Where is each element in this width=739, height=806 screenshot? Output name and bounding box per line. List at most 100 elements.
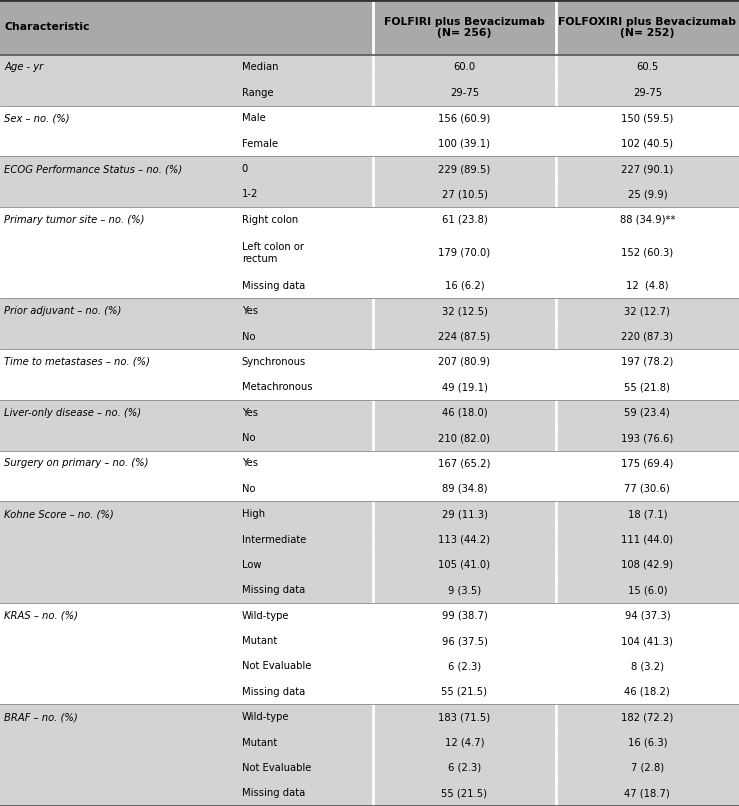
- Text: 105 (41.0): 105 (41.0): [438, 560, 491, 570]
- Text: Low: Low: [242, 560, 261, 570]
- Text: Kohne Score – no. (%): Kohne Score – no. (%): [4, 509, 115, 519]
- Text: 55 (21.8): 55 (21.8): [624, 382, 670, 393]
- Text: No: No: [242, 433, 255, 443]
- Text: 108 (42.9): 108 (42.9): [621, 560, 673, 570]
- Text: Missing data: Missing data: [242, 687, 305, 697]
- Text: Metachronous: Metachronous: [242, 382, 312, 393]
- Text: 210 (82.0): 210 (82.0): [438, 433, 491, 443]
- Text: 6 (2.3): 6 (2.3): [448, 763, 481, 773]
- Bar: [0, 704, 739, 730]
- Text: 113 (44.2): 113 (44.2): [438, 534, 491, 545]
- Text: Yes: Yes: [242, 459, 258, 468]
- Text: Time to metastases – no. (%): Time to metastases – no. (%): [4, 357, 151, 367]
- Text: Range: Range: [242, 88, 273, 98]
- Text: FOLFOXIRI plus Bevacizumab
(N= 252): FOLFOXIRI plus Bevacizumab (N= 252): [559, 17, 736, 38]
- Text: 224 (87.5): 224 (87.5): [438, 331, 491, 342]
- Text: 0: 0: [242, 164, 248, 174]
- Text: 220 (87.3): 220 (87.3): [621, 331, 673, 342]
- Text: 227 (90.1): 227 (90.1): [621, 164, 673, 174]
- Text: 55 (21.5): 55 (21.5): [441, 788, 488, 798]
- Text: 49 (19.1): 49 (19.1): [441, 382, 488, 393]
- Bar: [0, 181, 739, 207]
- Text: Male: Male: [242, 114, 265, 123]
- Text: 156 (60.9): 156 (60.9): [438, 114, 491, 123]
- Text: 16 (6.3): 16 (6.3): [627, 737, 667, 747]
- Text: 77 (30.6): 77 (30.6): [624, 484, 670, 494]
- Text: Mutant: Mutant: [242, 636, 277, 646]
- Text: 61 (23.8): 61 (23.8): [442, 214, 487, 225]
- Text: 207 (80.9): 207 (80.9): [438, 357, 491, 367]
- Text: Yes: Yes: [242, 408, 258, 418]
- Bar: [0, 131, 739, 156]
- Text: 7 (2.8): 7 (2.8): [631, 763, 664, 773]
- Text: 100 (39.1): 100 (39.1): [438, 139, 491, 148]
- Text: 12  (4.8): 12 (4.8): [626, 280, 669, 291]
- Text: 59 (23.4): 59 (23.4): [624, 408, 670, 418]
- Text: 89 (34.8): 89 (34.8): [442, 484, 487, 494]
- Bar: [0, 755, 739, 781]
- Text: FOLFIRI plus Bevacizumab
(N= 256): FOLFIRI plus Bevacizumab (N= 256): [384, 17, 545, 38]
- Bar: [0, 629, 739, 654]
- Text: 96 (37.5): 96 (37.5): [441, 636, 488, 646]
- Text: High: High: [242, 509, 265, 519]
- Bar: [0, 476, 739, 501]
- Text: 182 (72.2): 182 (72.2): [621, 713, 673, 722]
- Text: Synchronous: Synchronous: [242, 357, 306, 367]
- Bar: [0, 552, 739, 578]
- Text: 46 (18.2): 46 (18.2): [624, 687, 670, 697]
- Text: 32 (12.5): 32 (12.5): [441, 306, 488, 316]
- Bar: [0, 232, 739, 273]
- Bar: [0, 679, 739, 704]
- Bar: [0, 426, 739, 451]
- Text: Mutant: Mutant: [242, 737, 277, 747]
- Text: 29-75: 29-75: [450, 88, 479, 98]
- Text: Liver-only disease – no. (%): Liver-only disease – no. (%): [4, 408, 142, 418]
- Text: Median: Median: [242, 63, 278, 73]
- Text: Primary tumor site – no. (%): Primary tumor site – no. (%): [4, 214, 145, 225]
- Text: 8 (3.2): 8 (3.2): [631, 662, 664, 671]
- Bar: [0, 106, 739, 131]
- Bar: [0, 273, 739, 298]
- Text: 6 (2.3): 6 (2.3): [448, 662, 481, 671]
- Text: 102 (40.5): 102 (40.5): [621, 139, 673, 148]
- Text: BRAF – no. (%): BRAF – no. (%): [4, 713, 78, 722]
- Text: 27 (10.5): 27 (10.5): [441, 189, 488, 199]
- Text: 32 (12.7): 32 (12.7): [624, 306, 670, 316]
- Bar: [0, 349, 739, 375]
- Bar: [0, 55, 739, 80]
- Text: KRAS – no. (%): KRAS – no. (%): [4, 611, 78, 621]
- Text: Missing data: Missing data: [242, 585, 305, 596]
- Text: ECOG Performance Status – no. (%): ECOG Performance Status – no. (%): [4, 164, 183, 174]
- Text: 55 (21.5): 55 (21.5): [441, 687, 488, 697]
- Bar: [0, 324, 739, 349]
- Bar: [0, 451, 739, 476]
- Text: 229 (89.5): 229 (89.5): [438, 164, 491, 174]
- Text: Characteristic: Characteristic: [4, 23, 90, 32]
- Text: Not Evaluable: Not Evaluable: [242, 763, 311, 773]
- Text: 46 (18.0): 46 (18.0): [442, 408, 487, 418]
- Text: 1-2: 1-2: [242, 189, 258, 199]
- Bar: [0, 156, 739, 181]
- Text: Yes: Yes: [242, 306, 258, 316]
- Bar: [0, 207, 739, 232]
- Text: 197 (78.2): 197 (78.2): [621, 357, 673, 367]
- Text: 60.0: 60.0: [454, 63, 475, 73]
- Text: Missing data: Missing data: [242, 280, 305, 291]
- Text: 12 (4.7): 12 (4.7): [445, 737, 484, 747]
- Text: Wild-type: Wild-type: [242, 611, 289, 621]
- Bar: [0, 781, 739, 806]
- Text: 111 (44.0): 111 (44.0): [621, 534, 673, 545]
- Bar: [0, 654, 739, 679]
- Bar: [0, 400, 739, 426]
- Text: 88 (34.9)**: 88 (34.9)**: [619, 214, 675, 225]
- Bar: [0, 375, 739, 400]
- Text: Surgery on primary – no. (%): Surgery on primary – no. (%): [4, 459, 149, 468]
- Text: 99 (38.7): 99 (38.7): [442, 611, 487, 621]
- Bar: [0, 80, 739, 106]
- Text: 25 (9.9): 25 (9.9): [627, 189, 667, 199]
- Bar: [0, 298, 739, 324]
- Bar: [0, 501, 739, 527]
- Text: 104 (41.3): 104 (41.3): [621, 636, 673, 646]
- Text: Left colon or
rectum: Left colon or rectum: [242, 242, 304, 264]
- Text: 175 (69.4): 175 (69.4): [621, 459, 673, 468]
